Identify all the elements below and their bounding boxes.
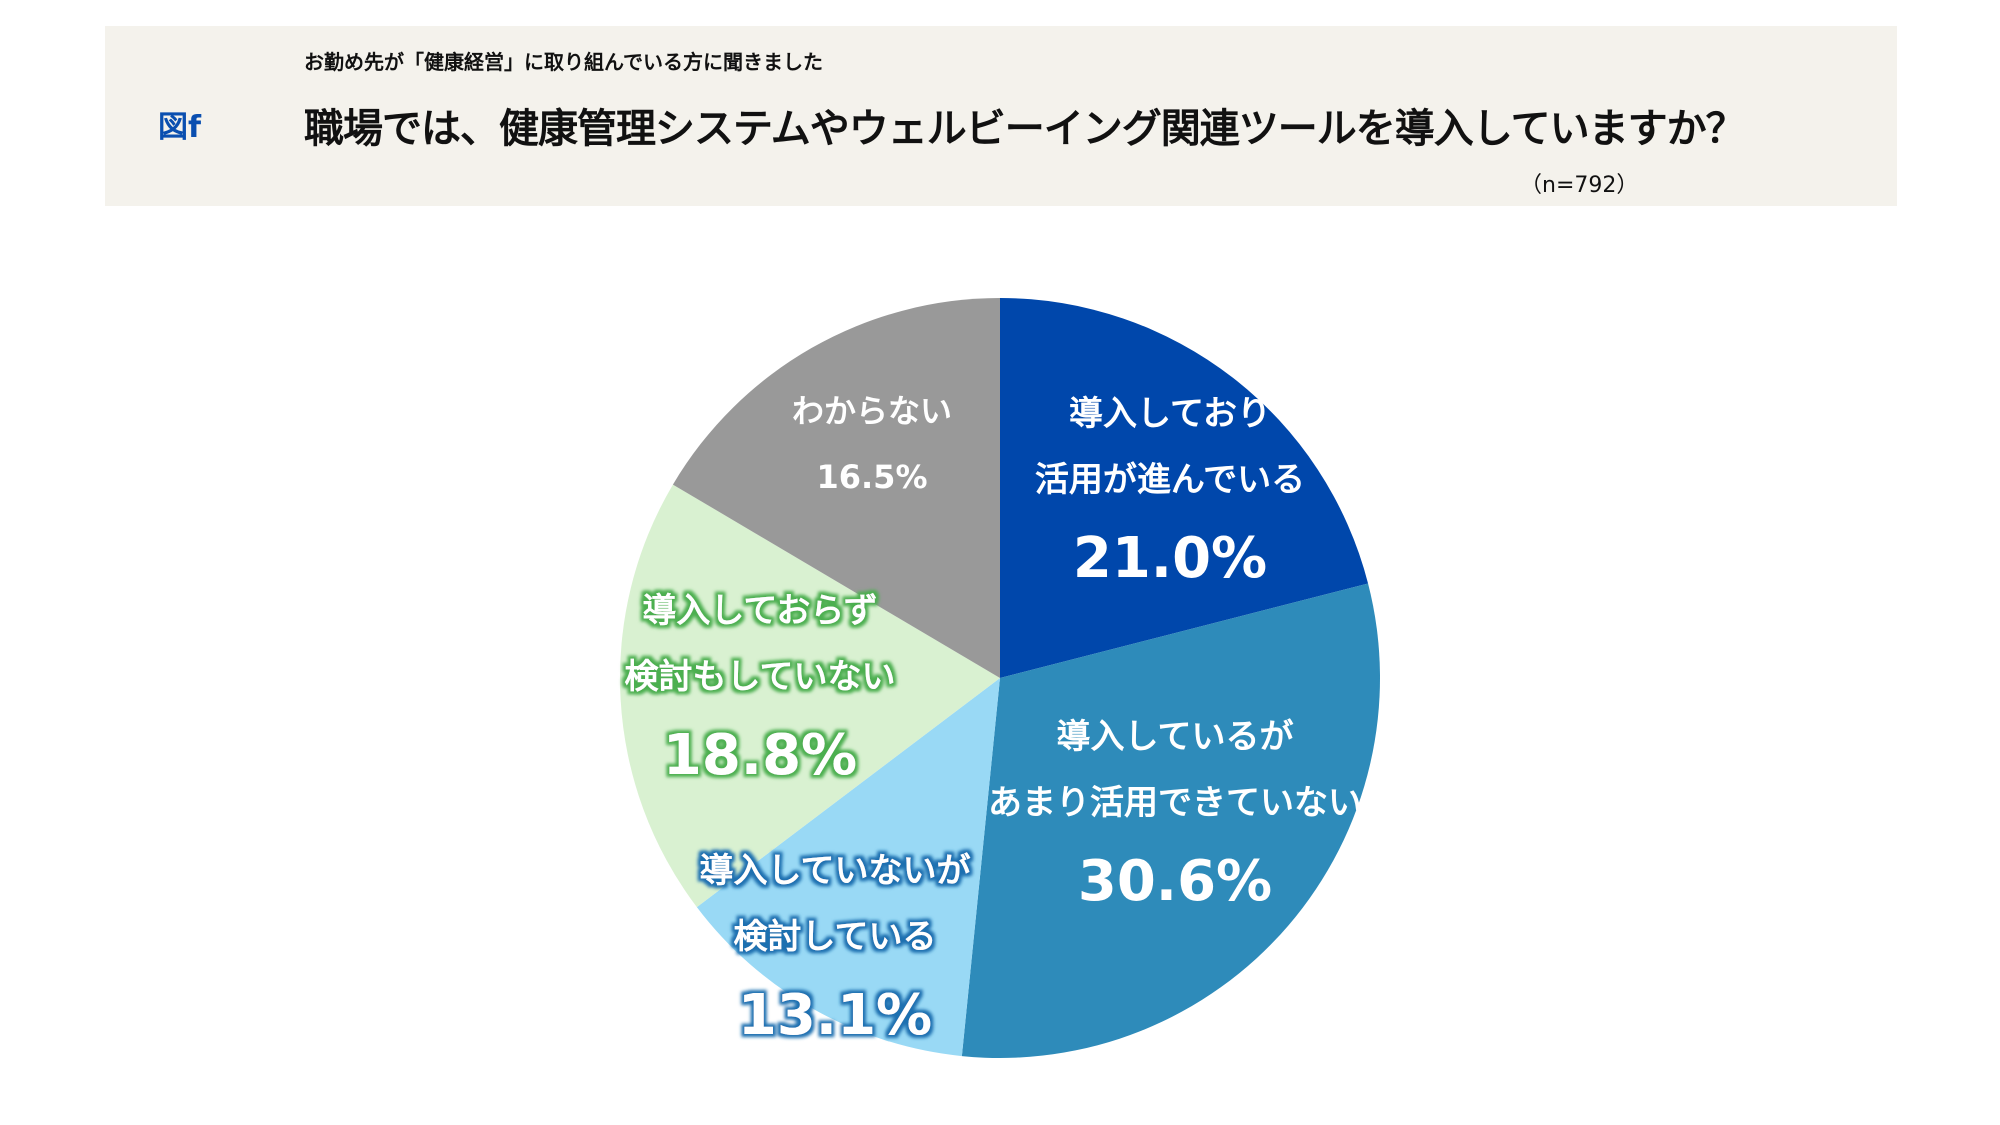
pie-slice [961,583,1381,1058]
slice-value-label: 18.8% [663,723,857,788]
slice-category-label: 導入しており [1069,394,1271,434]
slice-category-label: 活用が進んでいる [1035,460,1305,500]
slice-value-label: 16.5% [816,458,927,496]
slice-value-label: 13.1% [738,983,932,1048]
chart-title: 職場では、健康管理システムやウェルビーイング関連ツールを導入していますか？ [304,106,1746,152]
slice-category-label: 導入しておらず [642,591,877,631]
pie-slice [672,298,1000,678]
header-panel [105,26,1897,206]
slice-category-label: 検討している [734,917,937,957]
slice-category-label: 検討もしていない [625,657,896,697]
chart-subtitle: お勤め先が「健康経営」に取り組んでいる方に聞きました [304,50,823,74]
pie-slice [696,678,1000,1057]
slice-category-label: 導入しているが [1057,717,1294,757]
slice-value-label: 30.6% [1078,849,1272,914]
sample-size: （n=792） [1520,173,1639,198]
slice-category-label: 導入していないが [700,851,971,891]
slice-category-label: あまり活用できていない [988,783,1362,823]
slice-value-label: 21.0% [1073,526,1267,591]
figure-label: 図f [158,110,202,145]
pie-slice [1000,298,1369,678]
slice-category-label: わからない [792,392,952,430]
pie-slice [619,484,1000,908]
